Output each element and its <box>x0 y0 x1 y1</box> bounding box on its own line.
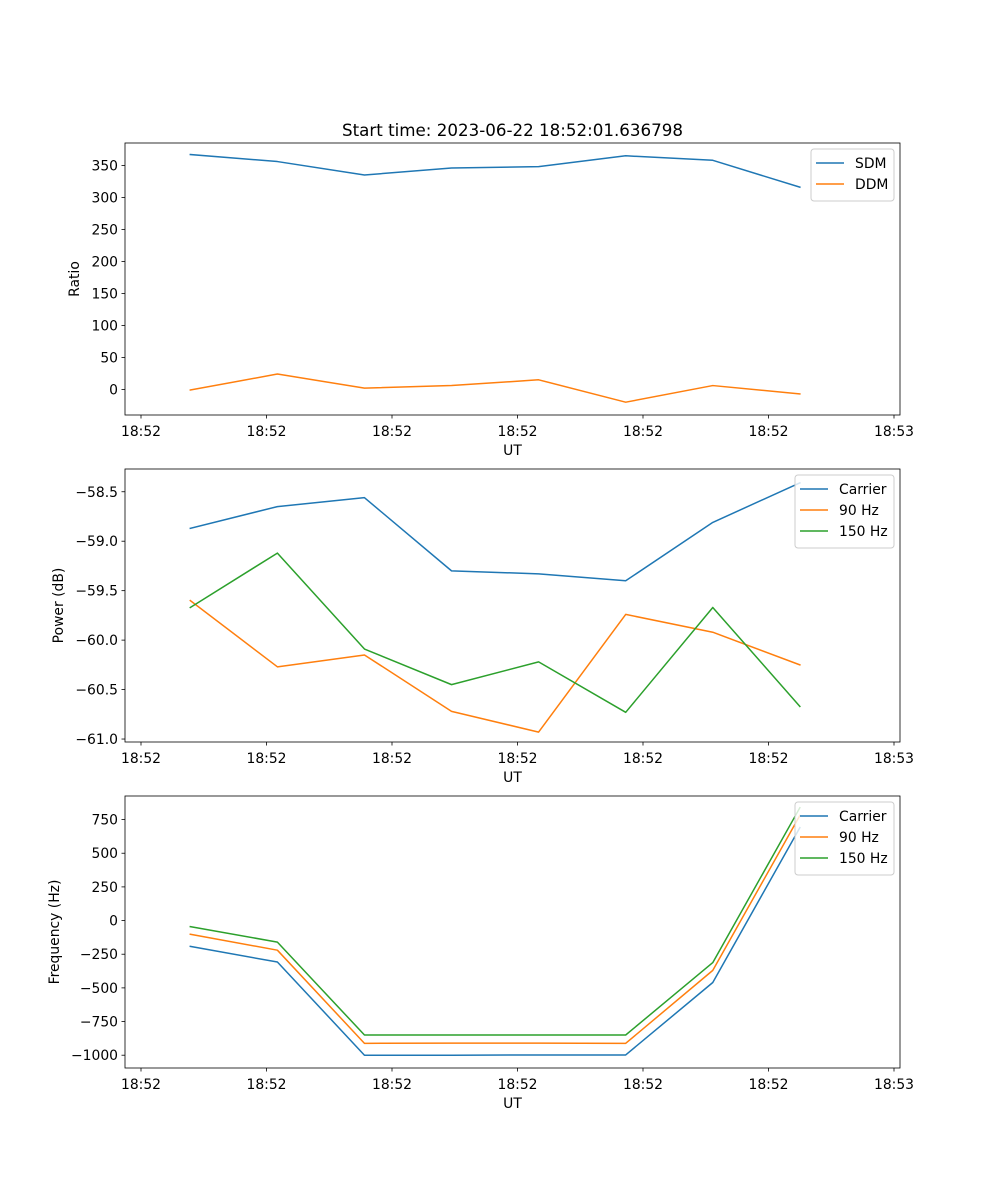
plot-area-frame <box>124 795 901 1069</box>
legend-entry-label: 90 Hz <box>839 503 879 519</box>
y-tick-label: 150 <box>91 286 118 302</box>
y-tick-label: 500 <box>91 846 118 862</box>
x-tick-label: 18:52 <box>121 1077 161 1093</box>
y-tick-label: 50 <box>100 350 118 366</box>
x-axis-label: UT <box>503 443 522 459</box>
y-tick-label: −750 <box>80 1015 118 1031</box>
y-tick-label: 250 <box>91 880 118 896</box>
y-tick-label: 250 <box>91 222 118 238</box>
y-tick-label: 350 <box>91 158 118 174</box>
x-tick-label: 18:53 <box>874 424 914 440</box>
x-tick-label: 18:52 <box>497 751 537 767</box>
legend-entry-label: Carrier <box>839 809 887 825</box>
x-tick-label: 18:53 <box>874 1077 914 1093</box>
series-line-sdm <box>189 153 801 189</box>
y-tick-label: 200 <box>91 254 118 270</box>
series-line-90-hz <box>189 814 801 1045</box>
series-line-carrier <box>189 826 801 1056</box>
x-tick-label: 18:52 <box>748 1077 788 1093</box>
x-tick-label: 18:52 <box>748 424 788 440</box>
y-axis-label: Ratio <box>67 261 83 297</box>
x-tick-label: 18:52 <box>497 1077 537 1093</box>
x-tick-label: 18:52 <box>246 424 286 440</box>
y-tick-label: −1000 <box>71 1048 118 1064</box>
plot-area-frame <box>124 468 901 743</box>
legend <box>794 474 895 549</box>
x-tick-label: 18:52 <box>246 751 286 767</box>
x-tick-label: 18:52 <box>623 1077 663 1093</box>
y-tick-label: 0 <box>109 382 118 398</box>
y-tick-label: −59.5 <box>75 584 118 600</box>
x-tick-label: 18:52 <box>623 424 663 440</box>
x-tick-label: 18:52 <box>121 751 161 767</box>
plot-area-frame <box>124 142 901 416</box>
x-axis-label: UT <box>503 770 522 786</box>
subplot-frequency: 18:52 18:52 18:52 18:52 18:52 18:52 18:53 −1000… <box>47 795 914 1112</box>
y-tick-label: −250 <box>80 947 118 963</box>
x-tick-label: 18:52 <box>623 751 663 767</box>
x-tick-label: 18:52 <box>372 1077 412 1093</box>
x-tick-label: 18:52 <box>246 1077 286 1093</box>
series-line-150-hz <box>189 552 801 714</box>
y-tick-label: 0 <box>109 914 118 930</box>
y-tick-label: −500 <box>80 981 118 997</box>
chart-title: Start time: 2023-06-22 18:52:01.636798 <box>342 120 683 140</box>
legend-entry-label: 150 Hz <box>839 851 888 867</box>
y-axis-label: Power (dB) <box>51 568 67 644</box>
y-tick-label: −60.5 <box>75 683 118 699</box>
y-tick-label: −59.0 <box>75 534 118 550</box>
legend <box>810 148 895 202</box>
legend-entry-label: Carrier <box>839 482 887 498</box>
series-line-ddm <box>189 373 801 403</box>
y-tick-label: 300 <box>91 190 118 206</box>
x-tick-label: 18:52 <box>121 424 161 440</box>
y-tick-label: −58.5 <box>75 485 118 501</box>
x-tick-label: 18:52 <box>497 424 537 440</box>
x-tick-label: 18:52 <box>372 751 412 767</box>
y-tick-label: 750 <box>91 813 118 829</box>
x-tick-label: 18:52 <box>372 424 412 440</box>
legend-entry-label: DDM <box>855 177 888 193</box>
x-tick-label: 18:53 <box>874 751 914 767</box>
legend-entry-label: SDM <box>855 156 887 172</box>
series-line-carrier <box>189 481 801 582</box>
legend <box>794 801 895 876</box>
x-axis-label: UT <box>503 1096 522 1112</box>
y-tick-label: 100 <box>91 318 118 334</box>
series-line-90-hz <box>189 599 801 733</box>
legend-entry-label: 150 Hz <box>839 524 888 540</box>
series-line-150-hz <box>189 806 801 1036</box>
y-tick-label: −60.0 <box>75 633 118 649</box>
subplot-power: 18:52 18:52 18:52 18:52 18:52 18:52 18:53 −61.0… <box>51 468 914 786</box>
subplot-ratio: 18:52 18:52 18:52 18:52 18:52 18:52 18:53 0 50 10… <box>67 142 914 459</box>
legend-entry-label: 90 Hz <box>839 830 879 846</box>
x-tick-label: 18:52 <box>748 751 788 767</box>
y-axis-label: Frequency (Hz) <box>47 880 63 985</box>
y-tick-label: −61.0 <box>75 732 118 748</box>
